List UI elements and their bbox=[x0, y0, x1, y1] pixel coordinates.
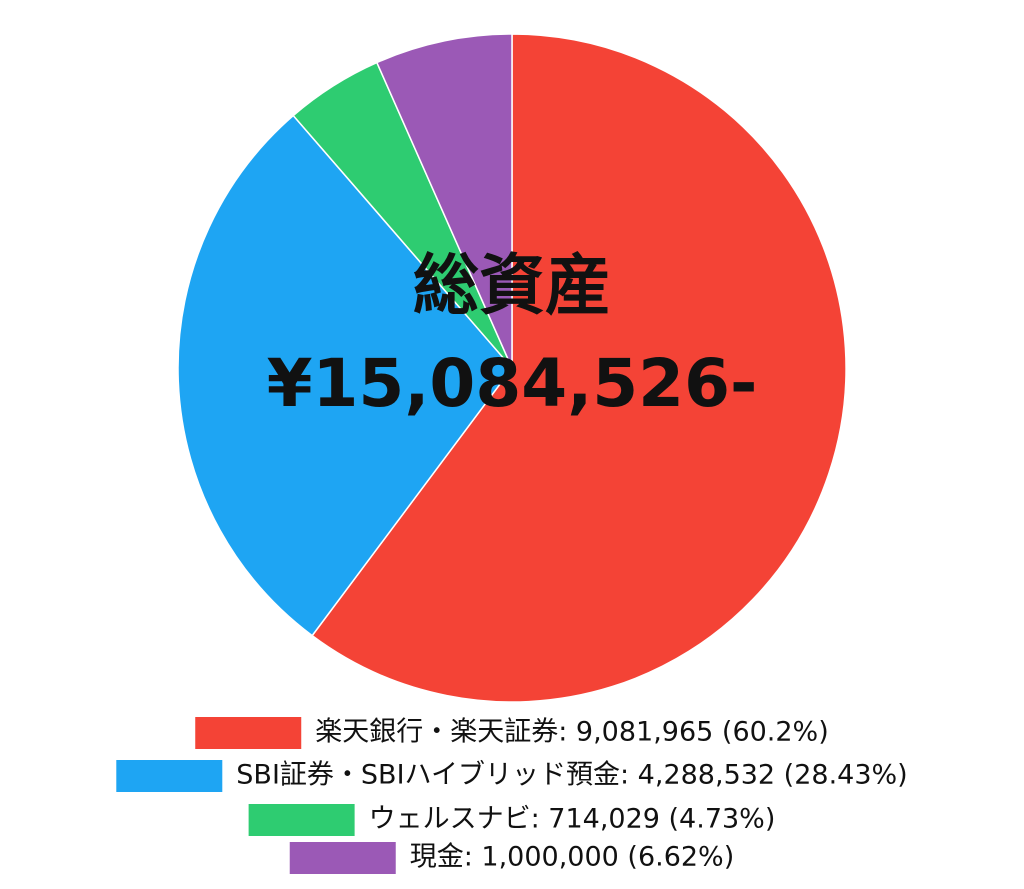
center-value: ¥15,084,526- bbox=[267, 345, 758, 422]
legend-swatch bbox=[289, 842, 396, 874]
legend-label: 現金: 1,000,000 (6.62%) bbox=[410, 842, 735, 873]
legend-swatch bbox=[195, 717, 302, 749]
slice bbox=[311, 33, 847, 703]
legend-label: ウェルスナビ: 714,029 (4.73%) bbox=[369, 804, 776, 835]
slice bbox=[177, 114, 513, 637]
slice bbox=[375, 33, 513, 369]
legend-label: 楽天銀行・楽天証券: 9,081,965 (60.2%) bbox=[315, 717, 829, 748]
legend-label: SBI証券・SBIハイブリッド預金: 4,288,532 (28.43%) bbox=[236, 760, 907, 791]
pie bbox=[177, 33, 847, 703]
legend-swatch bbox=[116, 760, 223, 792]
legend-swatch bbox=[248, 804, 355, 836]
center-title: 総資産 bbox=[413, 247, 611, 324]
